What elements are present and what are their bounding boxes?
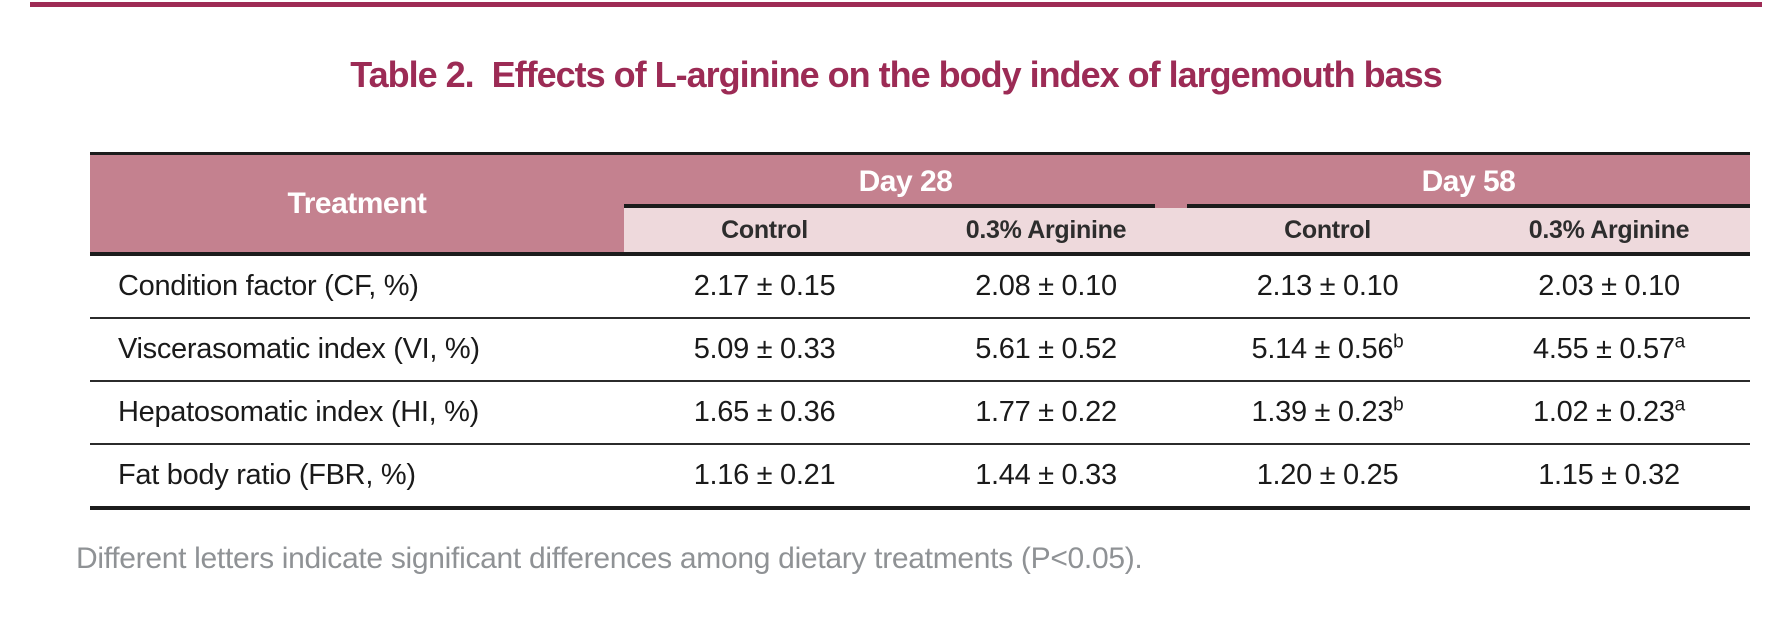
subcol-day28-control: Control [624,208,905,256]
subcol-day58-control: Control [1187,208,1468,256]
table-row: Viscerasomatic index (VI, %) 5.09 ± 0.33… [90,318,1750,382]
value-cell: 2.08 ± 0.10 [905,254,1187,319]
value-cell: 4.55 ± 0.57a [1468,318,1750,382]
sub-header-row: Control 0.3% Arginine Control 0.3% Argin… [90,208,1750,256]
value-cell: 5.61 ± 0.52 [905,318,1187,382]
value-cell: 1.44 ± 0.33 [905,444,1187,510]
value-text: 5.14 ± 0.56 [1251,333,1394,365]
value-cell: 2.13 ± 0.10 [1187,254,1468,319]
value-text: 2.17 ± 0.15 [693,270,836,302]
significance-superscript: b [1393,331,1404,353]
value-cell: 5.14 ± 0.56b [1187,318,1468,382]
value-text: 1.02 ± 0.23 [1533,396,1675,428]
value-cell: 5.09 ± 0.33 [624,318,905,382]
value-cell: 1.20 ± 0.25 [1187,444,1468,510]
value-text: 5.09 ± 0.33 [693,333,836,365]
top-accent-bar [30,2,1762,7]
subcol-day28-arginine: 0.3% Arginine [905,208,1187,256]
value-cell: 1.39 ± 0.23b [1187,381,1468,445]
value-cell: 2.03 ± 0.10 [1468,254,1750,319]
row-label: Fat body ratio (FBR, %) [90,444,624,510]
value-text: 2.03 ± 0.10 [1538,270,1680,302]
value-text: 1.15 ± 0.32 [1538,459,1680,491]
footnote: Different letters indicate significant d… [76,542,1143,575]
value-cell: 2.17 ± 0.15 [624,254,905,319]
value-text: 1.77 ± 0.22 [975,396,1117,428]
value-cell: 1.65 ± 0.36 [624,381,905,445]
row-label: Viscerasomatic index (VI, %) [90,318,624,382]
table-row: Hepatosomatic index (HI, %) 1.65 ± 0.36 … [90,381,1750,445]
group-header-day58: Day 58 [1187,153,1750,208]
table-row: Condition factor (CF, %) 2.17 ± 0.15 2.0… [90,254,1750,319]
row-label: Condition factor (CF, %) [90,254,624,319]
table-title: Table 2. Effects of L-arginine on the bo… [350,54,1442,95]
value-text: 5.61 ± 0.52 [975,333,1117,365]
row-label: Hepatosomatic index (HI, %) [90,381,624,445]
value-cell: 1.16 ± 0.21 [624,444,905,510]
value-text: 1.65 ± 0.36 [693,396,836,428]
value-cell: 1.02 ± 0.23a [1468,381,1750,445]
value-text: 2.13 ± 0.10 [1256,270,1399,302]
value-cell: 1.15 ± 0.32 [1468,444,1750,510]
subcol-day58-arginine: 0.3% Arginine [1468,208,1750,256]
body-index-table: Treatment Day 28 Day 58 Control 0.3% Arg… [90,152,1750,510]
table-container: Treatment Day 28 Day 58 Control 0.3% Arg… [90,152,1750,510]
value-text: 2.08 ± 0.10 [975,270,1117,302]
value-text: 1.39 ± 0.23 [1251,396,1394,428]
table-row: Fat body ratio (FBR, %) 1.16 ± 0.21 1.44… [90,444,1750,510]
value-cell: 1.77 ± 0.22 [905,381,1187,445]
value-text: 4.55 ± 0.57 [1533,333,1675,365]
significance-superscript: a [1674,394,1686,416]
group-header-day28: Day 28 [624,153,1187,208]
value-text: 1.44 ± 0.33 [975,459,1117,491]
significance-superscript: b [1393,394,1404,416]
value-text: 1.20 ± 0.25 [1256,459,1399,491]
treatment-column-header: Treatment [90,153,624,256]
value-text: 1.16 ± 0.21 [693,459,836,491]
group-header-row: Treatment Day 28 Day 58 [90,153,1750,256]
significance-superscript: a [1674,331,1686,353]
